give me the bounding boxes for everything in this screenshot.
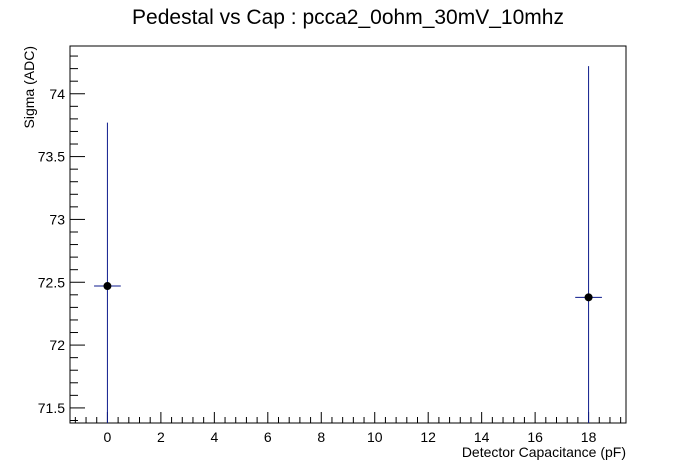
x-tick-label: 6	[264, 429, 272, 445]
data-point	[103, 282, 112, 291]
y-axis-label: Sigma (ADC)	[21, 46, 37, 128]
x-tick-label: 10	[367, 429, 383, 445]
chart-title: Pedestal vs Cap : pcca2_0ohm_30mV_10mhz	[132, 6, 564, 29]
x-tick-label: 18	[581, 429, 597, 445]
x-tick-label: 12	[420, 429, 436, 445]
x-tick-label: 14	[474, 429, 490, 445]
x-tick-label: 0	[104, 429, 112, 445]
data-point	[584, 293, 593, 302]
x-tick-label: 4	[210, 429, 218, 445]
x-axis-label: Detector Capacitance (pF)	[462, 444, 626, 460]
y-axis: 71.5 72 72.5 73 73.5 74	[38, 55, 85, 421]
y-tick-label: 71.5	[38, 400, 65, 416]
plot-frame	[69, 45, 627, 424]
y-tick-label: 74	[49, 86, 65, 102]
y-tick-label: 73	[49, 211, 65, 227]
y-tick-label: 72.5	[38, 274, 65, 290]
x-axis: 0 2 4 6 8 10 12 14 16 18	[74, 412, 622, 445]
y-tick-label: 72	[49, 337, 65, 353]
y-tick-label: 73.5	[38, 149, 65, 165]
x-tick-label: 2	[157, 429, 165, 445]
data-series	[94, 66, 602, 423]
x-tick-label: 16	[527, 429, 543, 445]
x-tick-label: 8	[317, 429, 325, 445]
